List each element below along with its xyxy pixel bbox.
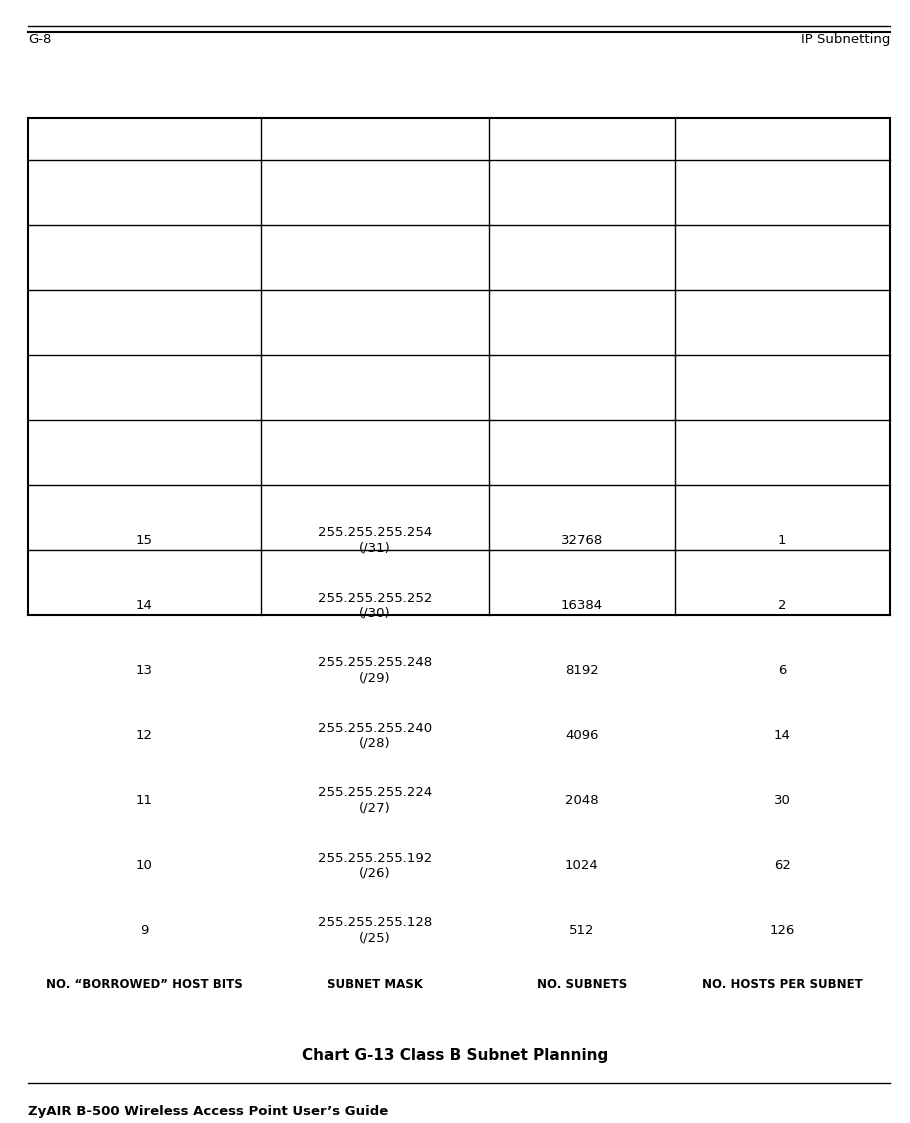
Text: SUBNET MASK: SUBNET MASK [327, 977, 423, 990]
Text: 255.255.255.128
(/25): 255.255.255.128 (/25) [318, 916, 432, 944]
Text: 4096: 4096 [565, 729, 599, 742]
Text: 14: 14 [774, 729, 791, 742]
Text: NO. HOSTS PER SUBNET: NO. HOSTS PER SUBNET [702, 977, 863, 990]
Text: 9: 9 [140, 924, 148, 937]
Text: 1: 1 [778, 535, 786, 547]
Text: 255.255.255.248
(/29): 255.255.255.248 (/29) [318, 657, 432, 685]
Text: 8192: 8192 [565, 664, 599, 677]
Text: 255.255.255.240
(/28): 255.255.255.240 (/28) [318, 721, 432, 749]
Bar [28, 159, 890, 225]
Text: 255.255.255.224
(/27): 255.255.255.224 (/27) [318, 786, 432, 814]
Text: 512: 512 [569, 924, 594, 937]
Text: 255.255.255.252
(/30): 255.255.255.252 (/30) [318, 592, 432, 620]
Text: 255.255.255.192
(/26): 255.255.255.192 (/26) [318, 851, 432, 879]
Text: ZyAIR B-500 Wireless Access Point User’s Guide: ZyAIR B-500 Wireless Access Point User’s… [28, 1105, 389, 1119]
Text: 2048: 2048 [565, 794, 599, 807]
Bar [28, 485, 890, 550]
Bar [28, 225, 890, 290]
Bar [28, 290, 890, 355]
Bar [28, 420, 890, 485]
Text: 15: 15 [136, 535, 153, 547]
Text: 13: 13 [136, 664, 153, 677]
Text: 62: 62 [774, 859, 791, 871]
Text: Chart G-13 Class B Subnet Planning: Chart G-13 Class B Subnet Planning [302, 1048, 608, 1063]
Text: 255.255.255.254
(/31): 255.255.255.254 (/31) [318, 527, 432, 555]
Bar [28, 118, 890, 159]
Text: 11: 11 [136, 794, 153, 807]
Bar [28, 355, 890, 420]
Text: 16384: 16384 [561, 599, 603, 612]
Text: 12: 12 [136, 729, 153, 742]
Text: NO. “BORROWED” HOST BITS: NO. “BORROWED” HOST BITS [46, 977, 243, 990]
Bar [28, 550, 890, 615]
Text: 126: 126 [770, 924, 795, 937]
Text: 2: 2 [778, 599, 786, 612]
Text: 32768: 32768 [561, 535, 603, 547]
Text: 6: 6 [778, 664, 786, 677]
Text: G-8: G-8 [28, 33, 51, 46]
Text: 1024: 1024 [565, 859, 599, 871]
Text: NO. SUBNETS: NO. SUBNETS [537, 977, 627, 990]
Text: 14: 14 [136, 599, 153, 612]
Text: 30: 30 [774, 794, 791, 807]
Text: IP Subnetting: IP Subnetting [801, 33, 890, 46]
Text: 10: 10 [136, 859, 153, 871]
